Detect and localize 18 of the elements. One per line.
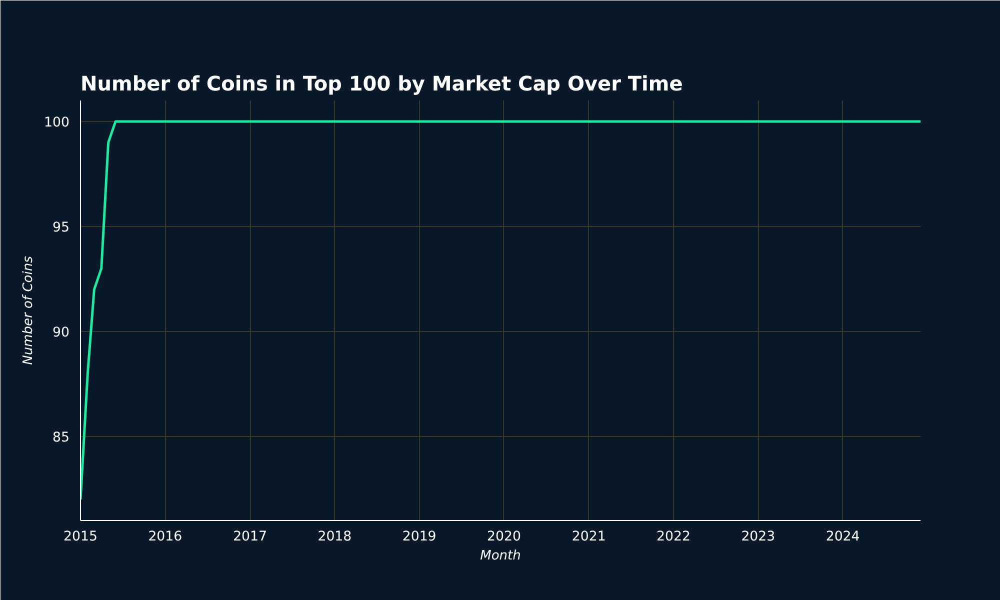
x-tick-label: 2016 xyxy=(148,530,182,544)
x-tick-label: 2015 xyxy=(64,530,98,544)
x-tick-label: 2017 xyxy=(233,530,267,544)
x-tick-label: 2021 xyxy=(572,530,606,544)
y-tick-label: 95 xyxy=(52,220,70,236)
x-tick-label: 2020 xyxy=(487,530,521,544)
x-tick-label: 2019 xyxy=(402,530,436,544)
x-tick-label: 2022 xyxy=(656,530,690,544)
y-tick-label: 100 xyxy=(44,116,70,130)
line-series xyxy=(80,120,920,501)
x-tick-label: 2023 xyxy=(741,530,776,544)
chart-title: Number of Coins in Top 100 by Market Cap Over Time xyxy=(80,72,683,96)
y-axis-title: Number of Coins xyxy=(21,256,36,365)
y-tick-label: 90 xyxy=(52,326,70,340)
y-tick-label: 85 xyxy=(52,430,70,446)
x-tick-label: 2018 xyxy=(318,530,352,544)
x-tick-label: 2024 xyxy=(826,530,860,544)
x-axis-title: Month xyxy=(480,548,521,564)
